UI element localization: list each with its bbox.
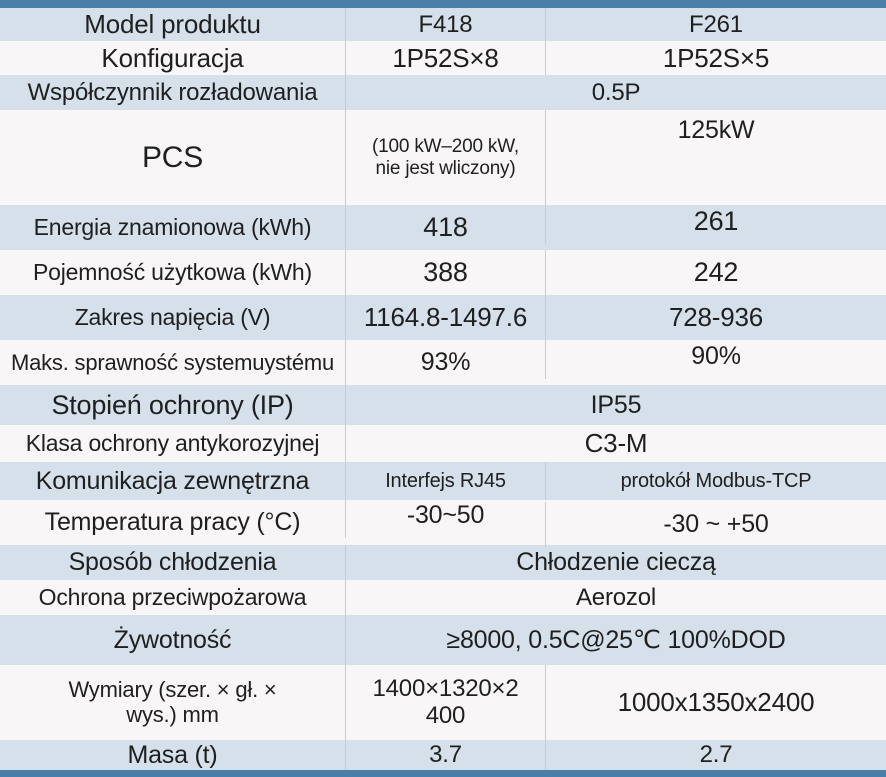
value-product2: F261 <box>545 8 886 41</box>
row-label: Klasa ochrony antykorozyjnej <box>25 430 320 456</box>
row-model-produktu: Model produktu F418 F261 <box>0 8 886 41</box>
value-product1: 1400×1320×2 400 <box>345 665 545 740</box>
value-product1: -30~50 <box>345 493 545 538</box>
value-product2: 1P52S×5 <box>545 41 886 75</box>
row-maks-sprawnosc: Maks. sprawność systemuystému 93% 90% <box>0 334 886 385</box>
value-shared: Chłodzenie cieczą <box>345 545 886 580</box>
value-product1: 1P52S×8 <box>345 41 545 75</box>
row-sposob-chlodzenia: Sposób chłodzenia Chłodzenie cieczą <box>0 545 886 580</box>
bottom-accent-bar <box>0 770 886 777</box>
row-energia-znamionowa: Energia znamionowa (kWh) 418 261 <box>0 199 886 250</box>
value-product2: -30 ~ +50 <box>545 502 886 547</box>
row-label: Maks. sprawność systemuystému <box>10 349 335 375</box>
row-wymiary: Wymiary (szer. × gł. × wys.) mm 1400×132… <box>0 665 886 740</box>
row-label: PCS <box>141 140 204 174</box>
row-label: Wymiary (szer. × gł. × wys.) mm <box>68 676 277 727</box>
row-komunikacja-zewnetrzna: Komunikacja zewnętrzna Interfejs RJ45 pr… <box>0 462 886 500</box>
value-product2: 242 <box>545 250 886 295</box>
row-label: Żywotność <box>113 625 232 654</box>
row-stopien-ochrony: Stopień ochrony (IP) IP55 <box>0 385 886 425</box>
value-product1: (100 kW–200 kW, nie jest wliczony) <box>345 110 545 205</box>
row-pcs: PCS (100 kW–200 kW, nie jest wliczony) 1… <box>0 110 886 205</box>
row-wspolczynnik-rozladowania: Współczynnik rozładowania 0.5P <box>0 75 886 110</box>
row-klasa-ochrony: Klasa ochrony antykorozyjnej C3-M <box>0 425 886 462</box>
value-shared: Aerozol <box>345 580 886 615</box>
value-product2: 728-936 <box>545 295 886 340</box>
value-product1: 3.7 <box>345 740 545 770</box>
value-shared: IP55 <box>345 385 886 425</box>
value-product1: Interfejs RJ45 <box>345 462 545 500</box>
row-label: Zakres napięcia (V) <box>74 304 271 330</box>
value-shared: 0.5P <box>345 75 886 110</box>
row-label: Temperatura pracy (°C) <box>44 508 301 536</box>
row-label: Konfiguracja <box>101 42 244 73</box>
value-product2: 125kW <box>545 110 886 205</box>
value-product1: 388 <box>345 250 545 295</box>
row-label: Współczynnik rozładowania <box>27 78 318 106</box>
row-label: Energia znamionowa (kWh) <box>33 214 312 240</box>
row-konfiguracja: Konfiguracja 1P52S×8 1P52S×5 <box>0 41 886 75</box>
value-product1: 93% <box>345 340 545 385</box>
row-label: Komunikacja zewnętrzna <box>35 466 310 495</box>
value-product2: 2.7 <box>545 740 886 770</box>
top-accent-bar <box>0 0 886 8</box>
row-pojemnosc-uzytkowa: Pojemność użytkowa (kWh) 388 242 <box>0 250 886 295</box>
row-label: Ochrona przeciwpożarowa <box>38 584 307 610</box>
value-product2: protokół Modbus-TCP <box>545 462 886 500</box>
value-product2: 90% <box>545 334 886 379</box>
row-masa: Masa (t) 3.7 2.7 <box>0 740 886 770</box>
row-temperatura-pracy: Temperatura pracy (°C) -30~50 -30 ~ +50 <box>0 493 886 547</box>
row-label: Model produktu <box>84 9 261 39</box>
row-label: Stopień ochrony (IP) <box>51 389 294 420</box>
value-product1: 1164.8-1497.6 <box>345 295 545 340</box>
value-product1: 418 <box>345 205 545 250</box>
row-ochrona-przeciwpozarowa: Ochrona przeciwpożarowa Aerozol <box>0 580 886 615</box>
value-product1: F418 <box>345 8 545 41</box>
value-product2: 1000x1350x2400 <box>545 665 886 740</box>
value-product2: 261 <box>545 199 886 244</box>
row-zakres-napiecia: Zakres napięcia (V) 1164.8-1497.6 728-93… <box>0 295 886 340</box>
row-label: Pojemność użytkowa (kWh) <box>33 259 312 285</box>
value-shared: C3-M <box>345 425 886 462</box>
value-shared: ≥8000, 0.5C@25℃ 100%DOD <box>345 615 886 665</box>
row-label: Sposób chłodzenia <box>68 548 277 576</box>
row-label: Masa (t) <box>127 740 218 769</box>
row-zywotnosc: Żywotność ≥8000, 0.5C@25℃ 100%DOD <box>0 615 886 665</box>
